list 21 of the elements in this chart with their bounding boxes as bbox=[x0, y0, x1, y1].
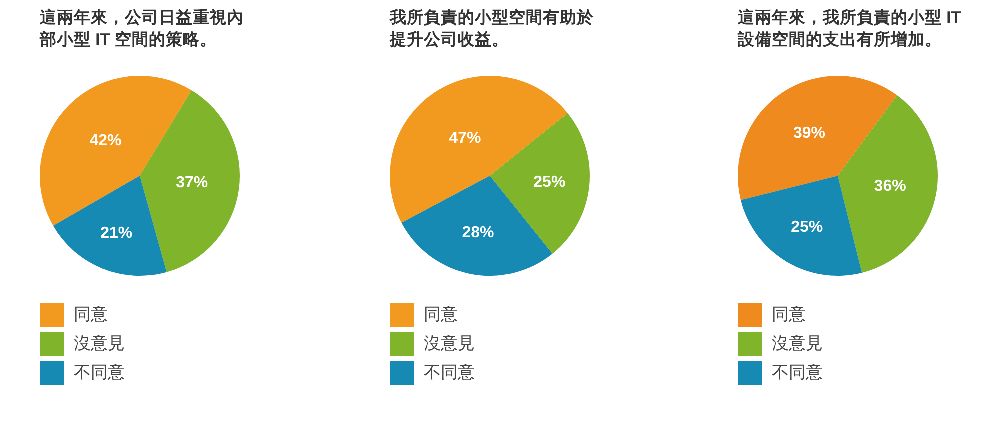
data-label: 47% bbox=[449, 130, 482, 147]
legend-label: 不同意 bbox=[424, 362, 475, 384]
legend-label: 同意 bbox=[74, 304, 108, 326]
data-label: 42% bbox=[90, 132, 122, 150]
data-label: 39% bbox=[794, 124, 826, 142]
chart-title: 這兩年來，公司日益重視內部小型 IT 空間的策略。 bbox=[40, 8, 245, 51]
data-label: 36% bbox=[874, 178, 906, 195]
legend-label: 沒意見 bbox=[74, 333, 125, 355]
data-label: 28% bbox=[462, 224, 494, 242]
legend-label: 同意 bbox=[424, 304, 458, 326]
data-label: 21% bbox=[100, 224, 133, 242]
chart-title: 我所負責的小型空間有助於提升公司收益。 bbox=[390, 8, 595, 51]
legend-label: 沒意見 bbox=[772, 333, 823, 355]
chart-title: 這兩年來，我所負責的小型 IT設備空間的支出有所增加。 bbox=[738, 8, 962, 51]
data-label: 37% bbox=[176, 174, 208, 192]
legend-label: 不同意 bbox=[772, 362, 823, 384]
data-label: 25% bbox=[534, 174, 566, 191]
data-label: 25% bbox=[791, 218, 824, 236]
legend-label: 同意 bbox=[772, 304, 806, 326]
legend-label: 不同意 bbox=[74, 362, 125, 384]
legend-label: 沒意見 bbox=[424, 333, 475, 355]
